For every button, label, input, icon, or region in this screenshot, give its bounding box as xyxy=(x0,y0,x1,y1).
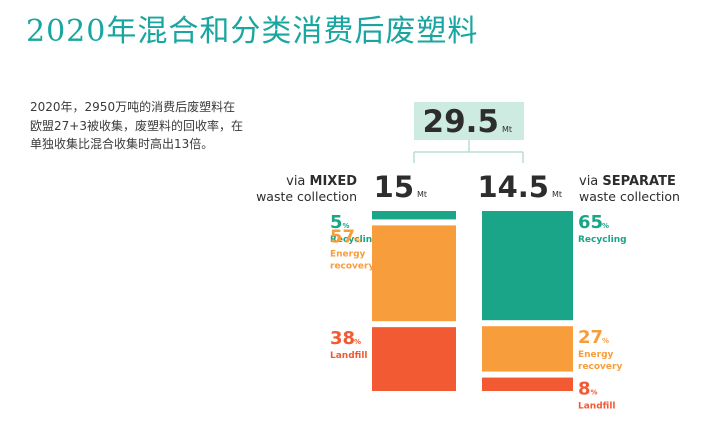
separate-subtitle: waste collection xyxy=(579,189,680,204)
mixed-landfill-bar xyxy=(372,327,456,391)
separate-unit: Mt xyxy=(552,190,562,199)
separate-value: 14.5 xyxy=(477,170,549,204)
mixed-energy-recovery-bar xyxy=(372,225,456,322)
separate-recycling-percent: 65 xyxy=(578,212,603,233)
separate-energy-recovery-percent: 27 xyxy=(578,327,603,348)
separate-caption: via SEPARATE xyxy=(579,174,676,189)
total-value: 29.5 xyxy=(423,104,500,140)
connector-lines xyxy=(413,140,524,163)
mixed-energy-recovery-label-line: Energy xyxy=(330,249,366,259)
separate-recycling-percent-sign: % xyxy=(602,222,609,230)
mixed-recycling-percent-sign: % xyxy=(343,222,350,230)
mixed-subtitle: waste collection xyxy=(256,189,357,204)
mixed-landfill-percent-sign: % xyxy=(354,338,361,346)
separate-landfill-percent: 8 xyxy=(578,379,591,400)
total-unit: Mt xyxy=(502,125,512,134)
mixed-caption: via MIXED xyxy=(286,174,357,189)
separate-energy-recovery-label: Energy recovery xyxy=(578,350,622,372)
mixed-landfill-label: Landfill xyxy=(330,351,368,361)
separate-prefix: via xyxy=(579,174,602,189)
mixed-name: MIXED xyxy=(310,174,358,189)
separate-landfill-bar xyxy=(482,377,573,391)
mixed-recycling-bar xyxy=(372,211,456,220)
mixed-unit: Mt xyxy=(417,190,427,199)
mixed-energy-recovery-percent: 57 xyxy=(330,226,355,247)
mixed-landfill-percent: 38 xyxy=(330,328,355,349)
mixed-value: 15 xyxy=(374,170,414,204)
mixed-energy-recovery-label: Energy recovery xyxy=(330,249,374,271)
separate-energy-recovery-label-line: Energy xyxy=(578,350,614,360)
separate-energy-recovery-bar xyxy=(482,326,573,372)
separate-name: SEPARATE xyxy=(602,174,675,189)
total-box xyxy=(414,102,524,140)
mixed-energy-recovery-label-line: recovery xyxy=(330,261,374,271)
separate-recycling-label: Recycling xyxy=(578,235,627,245)
separate-landfill-percent-sign: % xyxy=(591,389,598,397)
description-text: 2020年，2950万吨的消费后废塑料在欧盟27+3被收集，废塑料的回收率，在单… xyxy=(30,100,243,151)
separate-energy-recovery-percent-sign: % xyxy=(602,337,609,345)
mixed-recycling-percent: 5 xyxy=(330,212,343,233)
separate-landfill-label: Landfill xyxy=(578,402,616,412)
mixed-energy-recovery-percent-sign: % xyxy=(354,236,361,244)
separate-recycling-bar xyxy=(482,211,573,321)
page-title: 2020年混合和分类消费后废塑料 xyxy=(26,14,479,49)
mixed-prefix: via xyxy=(286,174,309,189)
separate-energy-recovery-label-line: recovery xyxy=(578,362,622,372)
mixed-recycling-label: Recycling xyxy=(330,235,379,245)
